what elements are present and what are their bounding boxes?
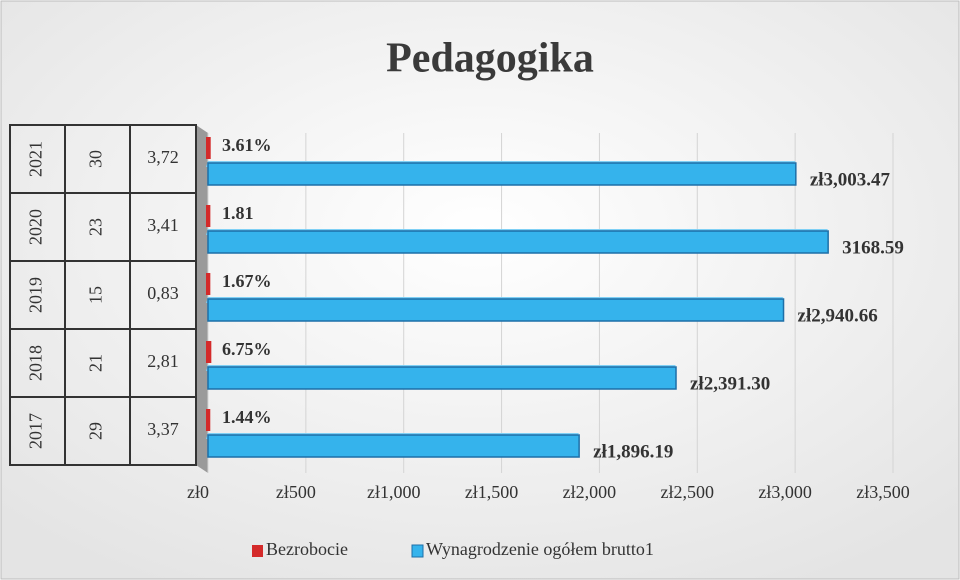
- bar: [207, 366, 677, 390]
- category-table: [9, 124, 197, 466]
- x-tick-label: zł3,500: [856, 482, 910, 502]
- legend-swatch: [411, 544, 424, 558]
- x-tick-label: zł500: [276, 482, 316, 502]
- bar: [206, 137, 211, 159]
- category-label: 29: [86, 422, 106, 440]
- category-label: 0,83: [147, 283, 179, 303]
- category-label: 30: [86, 150, 106, 168]
- x-tick-label: zł1,500: [465, 482, 519, 502]
- axis-wall: [196, 125, 208, 473]
- x-tick-label: zł1,000: [367, 482, 421, 502]
- category-label: 2018: [26, 345, 46, 381]
- data-label: zł2,391.30: [690, 373, 770, 394]
- legend-label: Wynagrodzenie ogółem brutto1: [426, 539, 654, 559]
- x-tick-label: zł2,000: [563, 482, 617, 502]
- data-label: zł1,896.19: [593, 441, 673, 462]
- data-label: 1.67%: [222, 271, 272, 291]
- data-label: 6.75%: [222, 339, 272, 359]
- bar: [207, 298, 785, 322]
- data-label: 1.44%: [222, 407, 272, 427]
- bar: [207, 434, 580, 458]
- legend-swatch: [252, 545, 263, 557]
- category-label: 3,37: [147, 419, 179, 439]
- bar: [206, 341, 212, 363]
- category-label: 3,72: [147, 147, 179, 167]
- bar: [207, 230, 829, 254]
- category-label: 21: [86, 354, 106, 372]
- data-label: zł2,940.66: [798, 305, 878, 326]
- data-label: 3.61%: [222, 135, 272, 155]
- category-label: 2,81: [147, 351, 179, 371]
- bar: [207, 162, 797, 186]
- category-label: 23: [86, 218, 106, 236]
- category-label: 15: [86, 286, 106, 304]
- data-label: 1.81: [222, 203, 254, 223]
- legend-label: Bezrobocie: [266, 539, 348, 559]
- data-label: 3168.59: [842, 237, 904, 258]
- category-label: 2019: [26, 277, 46, 313]
- category-label: 2020: [26, 209, 46, 245]
- chart-title: Pedagogika: [386, 36, 594, 82]
- x-tick-label: zł2,500: [661, 482, 715, 502]
- category-label: 2017: [26, 413, 46, 449]
- category-label: 2021: [26, 141, 46, 177]
- category-label: 3,41: [147, 215, 179, 235]
- x-tick-label: zł3,000: [758, 482, 812, 502]
- data-label: zł3,003.47: [810, 169, 891, 190]
- x-tick-label: zł0: [187, 482, 209, 502]
